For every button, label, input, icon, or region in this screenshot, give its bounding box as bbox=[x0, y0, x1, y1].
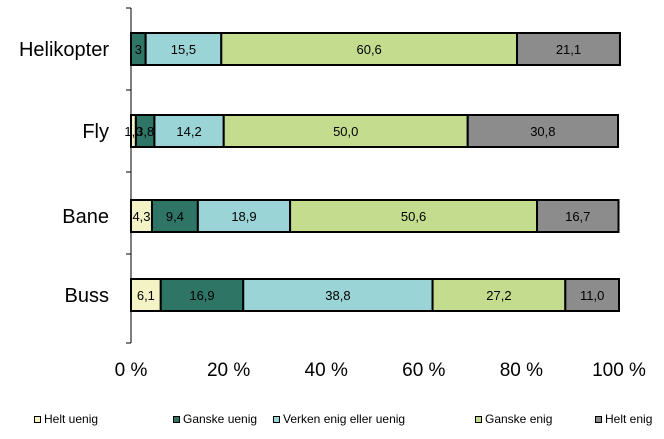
data-label: 50,6 bbox=[401, 209, 426, 224]
legend-label: Ganske uenig bbox=[183, 412, 258, 426]
category-label: Bane bbox=[62, 206, 109, 228]
data-label: 3 bbox=[135, 42, 142, 57]
category-label: Buss bbox=[65, 285, 109, 307]
data-label: 11,0 bbox=[580, 288, 604, 303]
x-tick-label: 80 % bbox=[500, 360, 543, 381]
bar-segment bbox=[564, 278, 621, 312]
bar-segment bbox=[516, 32, 621, 66]
legend-swatch bbox=[595, 415, 602, 423]
legend-label: Helt enig bbox=[605, 412, 653, 426]
bar-segment bbox=[222, 114, 469, 148]
legend-item: Helt enig bbox=[595, 412, 652, 426]
bar-layer bbox=[130, 32, 621, 312]
data-label: 38,8 bbox=[325, 288, 350, 303]
stacked-bar-chart: 0 % 20 % 40 % 60 % 80 % 100 % Helikopter 3 15,5… bbox=[19, 7, 646, 381]
legend-label: Helt uenig bbox=[44, 412, 99, 426]
data-label: 1,0 bbox=[124, 124, 142, 139]
data-label: 50,0 bbox=[333, 124, 358, 139]
legend-label: Ganske enig bbox=[485, 412, 553, 426]
data-label: 21,1 bbox=[556, 42, 581, 57]
legend-swatch bbox=[34, 415, 41, 423]
data-label: 16,7 bbox=[565, 209, 590, 224]
bar-segment bbox=[153, 114, 225, 148]
data-label: 27,2 bbox=[486, 288, 511, 303]
legend-swatch bbox=[475, 415, 482, 423]
bar-segment bbox=[144, 32, 223, 66]
x-tick-label: 0 % bbox=[115, 360, 148, 381]
label-layer: Helikopter 3 15,5 60,6 21,1 Fly 1,03,8 14,2 50,0… bbox=[19, 39, 604, 307]
legend-item: Ganske enig bbox=[475, 412, 552, 426]
x-tick-label: 60 % bbox=[402, 360, 445, 381]
category-label: Fly bbox=[82, 121, 109, 143]
axis-layer: 0 % 20 % 40 % 60 % 80 % 100 % bbox=[115, 7, 646, 381]
bar-segment bbox=[536, 199, 620, 233]
data-label: 60,6 bbox=[356, 42, 381, 57]
x-tick-label: 40 % bbox=[305, 360, 348, 381]
data-label: 15,5 bbox=[171, 42, 196, 57]
bar-segment bbox=[466, 114, 620, 148]
legend-item: Ganske uenig bbox=[173, 412, 257, 426]
bar-segment bbox=[130, 278, 162, 312]
data-label: 9,4 bbox=[166, 209, 184, 224]
data-label: 4,3 bbox=[132, 209, 150, 224]
data-label: 3,8 bbox=[136, 124, 154, 139]
legend-swatch bbox=[273, 415, 280, 423]
legend-item: Verken enig eller uenig bbox=[273, 412, 405, 426]
data-label: 16,9 bbox=[189, 288, 214, 303]
bar-segment bbox=[242, 278, 434, 312]
legend-swatch bbox=[173, 415, 180, 423]
bar-segment bbox=[220, 32, 519, 66]
data-label: 18,9 bbox=[231, 209, 256, 224]
legend-item: Helt uenig bbox=[34, 412, 98, 426]
data-label: 30,8 bbox=[530, 124, 555, 139]
x-tick-label: 100 % bbox=[592, 360, 646, 381]
data-label: 6,1 bbox=[137, 288, 155, 303]
x-tick-label: 20 % bbox=[207, 360, 250, 381]
bar-segment bbox=[196, 199, 292, 233]
data-label: 14,2 bbox=[176, 124, 201, 139]
bar-segment bbox=[431, 278, 567, 312]
legend: Helt uenig Ganske uenig Verken enig eller … bbox=[0, 412, 664, 434]
category-label: Helikopter bbox=[19, 39, 109, 61]
legend-label: Verken enig eller uenig bbox=[283, 412, 406, 426]
